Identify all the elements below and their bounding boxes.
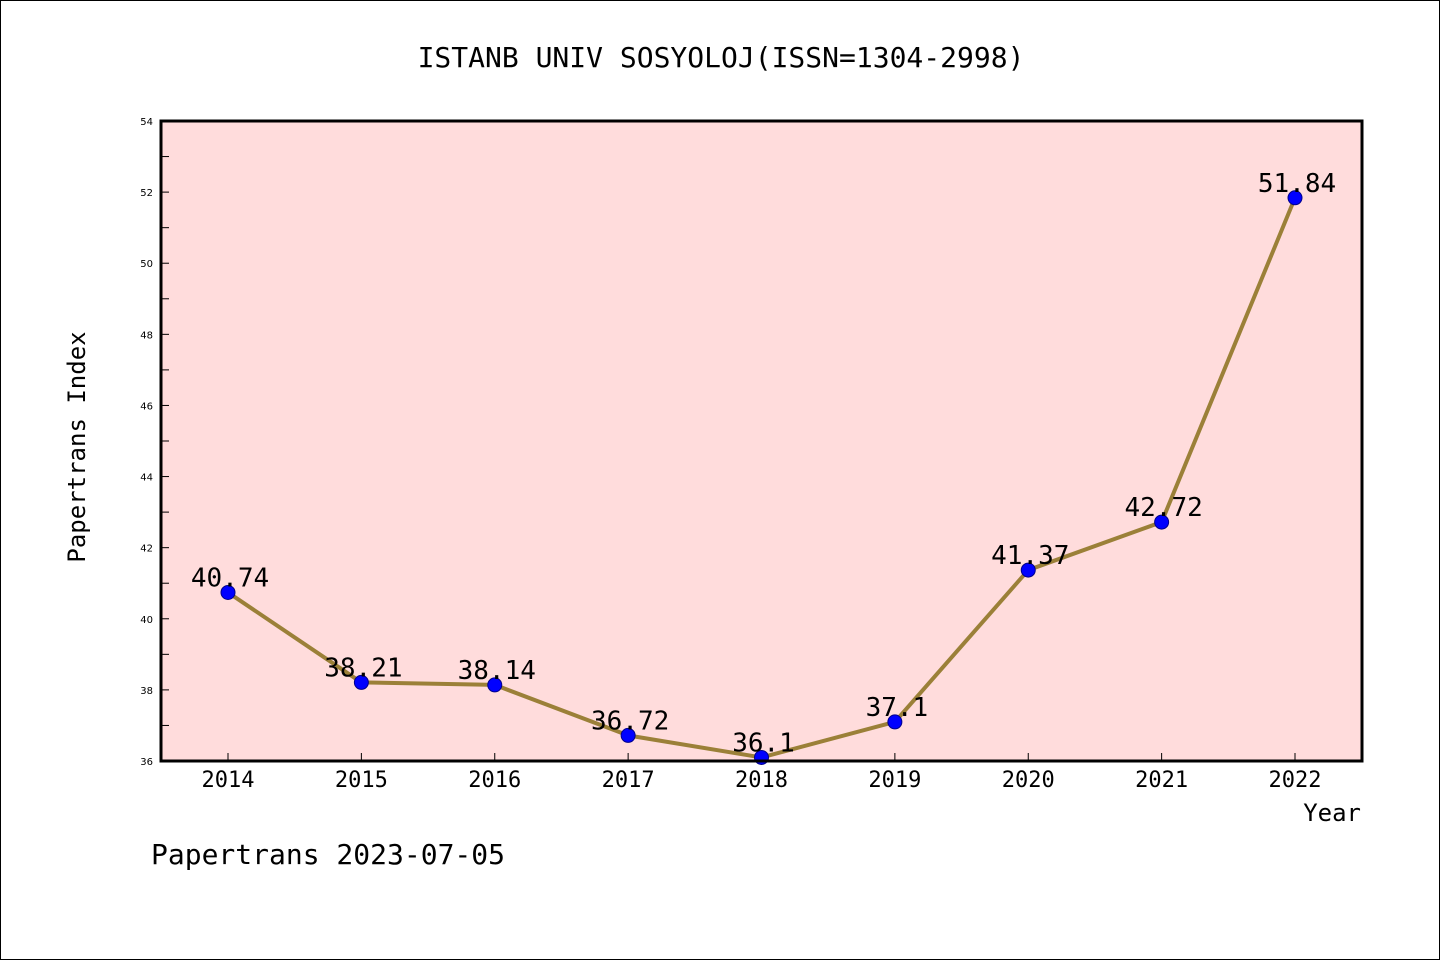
data-value-label: 42.72: [1124, 493, 1202, 523]
x-tick-label: 2019: [868, 768, 921, 793]
y-tick-label: 36: [140, 757, 153, 768]
x-tick-label: 2021: [1135, 768, 1188, 793]
data-point-marker: [353, 674, 369, 690]
data-point-marker: [620, 727, 636, 743]
y-tick-label: 50: [140, 259, 153, 270]
data-point-marker: [1154, 514, 1170, 530]
y-axis-label: Papertrans Index: [63, 331, 91, 562]
x-axis-label: Year: [1303, 799, 1361, 827]
x-tick-label: 2014: [202, 768, 255, 793]
data-value-label: 36.1: [732, 728, 795, 758]
data-value-label: 37.1: [866, 693, 929, 723]
data-value-label: 51.84: [1258, 169, 1336, 199]
data-value-label: 40.74: [191, 563, 269, 593]
y-tick-label: 52: [140, 188, 153, 199]
y-tick-label: 54: [140, 117, 153, 128]
footer-date-stamp: Papertrans 2023-07-05: [151, 838, 505, 871]
x-tick-label: 2018: [735, 768, 788, 793]
y-tick-label: 42: [140, 544, 153, 555]
y-tick-label: 44: [140, 473, 153, 484]
data-value-label: 41.37: [991, 541, 1069, 571]
data-point-marker: [1020, 562, 1036, 578]
y-tick-label: 38: [140, 686, 153, 697]
data-value-label: 38.14: [458, 656, 536, 686]
x-tick-label: 2017: [602, 768, 655, 793]
y-tick-label: 48: [140, 330, 153, 341]
chart-title: ISTANB UNIV SOSYOLOJ(ISSN=1304-2998): [418, 41, 1025, 74]
x-tick-label: 2015: [335, 768, 388, 793]
x-axis: 2014 2015 2016 2017 2018 2019 2020 2021 2022: [202, 753, 1322, 793]
y-tick-label: 40: [140, 615, 153, 626]
data-point-marker: [887, 714, 903, 730]
data-value-label: 36.72: [591, 706, 669, 736]
data-point-marker: [1287, 190, 1303, 206]
plot-border: [159, 119, 1364, 763]
x-tick-label: 2016: [468, 768, 521, 793]
data-point-marker: [220, 584, 236, 600]
plot-area: [161, 121, 1362, 761]
data-point-marker: [487, 677, 503, 693]
series-layer: 40.74 38.21 38.14 36.72 36.1 37.1 41.37 42.72 51…: [191, 169, 1336, 765]
y-tick-label: 46: [140, 401, 153, 412]
x-tick-label: 2020: [1002, 768, 1055, 793]
data-value-label: 38.21: [324, 653, 402, 683]
x-tick-label: 2022: [1269, 768, 1322, 793]
